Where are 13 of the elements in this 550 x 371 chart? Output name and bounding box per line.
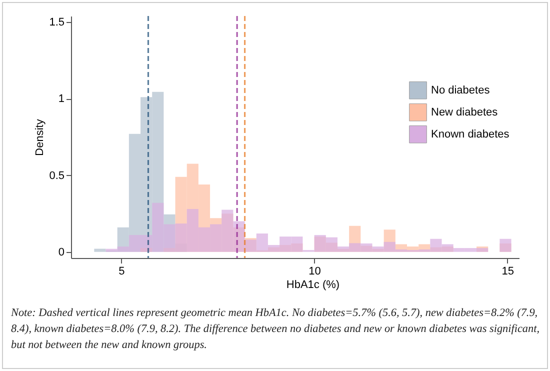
y-tick-label: 1	[58, 93, 64, 106]
x-axis-title: HbA1c (%)	[285, 279, 341, 291]
y-tick-label: 0.5	[49, 170, 64, 182]
legend-label: Known diabetes	[431, 128, 510, 140]
y-axis-title: Density	[34, 118, 46, 156]
y-tick-label: 0	[58, 246, 64, 258]
text: Note: Dashed vertical lines represent geometric mean HbA1c. No diabetes=5.7% (5.6, 5.7), new diabetes=8.2% (7.9, 8.4), known diabetes=8.0% (7.9, 8.2). The difference between no diabetes and new or known diabetes was significant, but not between the new and known groups.	[11, 306, 541, 353]
legend-label: No diabetes	[431, 84, 490, 96]
x-tick-label: 15	[502, 266, 514, 278]
x-tick-label: 5	[118, 266, 125, 278]
y-tick-label: 1.5	[49, 16, 64, 29]
x-tick-label: 10	[308, 266, 321, 278]
legend-label: New diabetes	[431, 106, 498, 118]
